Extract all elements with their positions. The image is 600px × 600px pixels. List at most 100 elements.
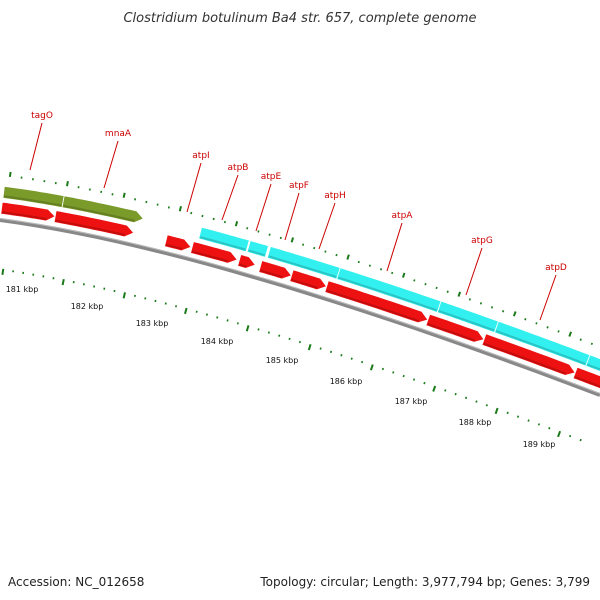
tick-mark-inner xyxy=(557,430,562,438)
feature-shade xyxy=(427,323,476,342)
feature-shade xyxy=(268,255,337,278)
feature-shade xyxy=(4,195,62,207)
tick-mark-inner xyxy=(175,305,178,308)
tick-mark-outer xyxy=(167,206,170,209)
tick-mark-outer xyxy=(401,272,406,278)
gene-leader-atpG xyxy=(465,247,483,296)
tick-mark-inner xyxy=(444,389,447,392)
gene-label-atpG: atpG xyxy=(471,236,493,246)
feature-atpD xyxy=(585,354,600,372)
tick-mark-inner xyxy=(257,328,260,331)
tick-mark-outer xyxy=(468,298,471,301)
tick-mark-inner xyxy=(195,310,198,313)
tick-mark-inner xyxy=(475,400,478,403)
tick-mark-outer xyxy=(302,243,305,246)
kbp-label: 184 kbp xyxy=(201,337,234,346)
tick-mark-outer xyxy=(313,246,316,250)
tick-mark-outer xyxy=(357,260,360,264)
tick-mark-inner xyxy=(506,411,509,415)
feature-shade xyxy=(248,249,266,257)
tick-mark-outer xyxy=(479,302,483,305)
tick-mark-inner xyxy=(154,299,157,303)
genome-backbone xyxy=(0,218,600,397)
feature-shade xyxy=(238,263,247,268)
tick-mark-inner xyxy=(485,404,488,407)
tick-mark-inner xyxy=(216,316,219,319)
tick-mark-inner xyxy=(329,350,333,354)
tick-mark-outer xyxy=(268,233,271,236)
gene-labels: tagO mnaA atpI atpB atpE atpF atpH atpA atpG atpD xyxy=(29,111,567,321)
tick-mark-inner xyxy=(579,438,582,442)
feature-atpI xyxy=(198,226,250,253)
tick-mark-inner xyxy=(226,319,229,322)
tick-mark-outer xyxy=(223,220,226,224)
tick-mark-outer xyxy=(512,311,517,317)
accession-text: Accession: NC_012658 xyxy=(8,575,144,589)
tick-mark-inner xyxy=(245,325,250,332)
tick-mark-outer xyxy=(590,342,593,345)
tick-mark-outer xyxy=(246,227,249,230)
tick-mark-outer xyxy=(8,171,12,178)
gene-label-atpI: atpI xyxy=(192,151,209,161)
feature-shade xyxy=(165,243,183,250)
tick-mark-inner xyxy=(1,268,5,275)
tick-mark-inner xyxy=(402,374,405,378)
gene-label-mnaA: mnaA xyxy=(105,129,132,139)
kbp-label: 182 kbp xyxy=(71,302,104,311)
feature-shade xyxy=(191,250,229,263)
gene-features xyxy=(0,185,600,390)
tick-mark-outer xyxy=(234,221,239,227)
tick-mark-inner xyxy=(205,313,208,316)
gene-leader-atpB xyxy=(221,174,239,221)
tick-mark-outer xyxy=(413,279,416,282)
feature-atpD xyxy=(481,333,576,376)
tick-mark-outer xyxy=(145,200,148,204)
tick-mark-inner xyxy=(464,396,468,400)
feature-atpB xyxy=(246,240,269,258)
feature-shade xyxy=(259,269,283,278)
feature-atpE xyxy=(237,253,256,269)
feature-shade xyxy=(495,330,586,365)
tick-mark-outer xyxy=(502,310,505,313)
tick-mark-inner xyxy=(527,419,530,422)
tick-mark-inner xyxy=(361,360,364,364)
feature-shade xyxy=(438,309,495,332)
kbp-tick-labels: 181 kbp 182 kbp 183 kbp 184 kbp 185 kbp 186 k… xyxy=(6,285,556,449)
feature-atpA xyxy=(324,280,429,324)
tick-mark-outer xyxy=(435,286,438,290)
tick-mark-inner xyxy=(412,378,416,381)
kbp-label: 186 kbp xyxy=(330,377,363,386)
tick-mark-outer xyxy=(524,318,527,321)
tick-mark-outer xyxy=(324,250,327,253)
kbp-label: 185 kbp xyxy=(266,356,299,365)
feature-atpH xyxy=(289,269,328,291)
kbp-label: 181 kbp xyxy=(6,285,39,294)
tick-mark-outer xyxy=(579,338,582,341)
tick-mark-inner xyxy=(267,331,270,334)
tick-mark-inner xyxy=(236,322,239,325)
feature-shade xyxy=(55,219,126,236)
gene-leader-atpE xyxy=(255,183,272,232)
tick-mark-inner xyxy=(548,427,551,430)
tick-mark-inner xyxy=(133,294,136,298)
tick-mark-inner xyxy=(340,354,343,357)
tick-mark-inner xyxy=(298,340,301,344)
tick-mark-inner xyxy=(569,434,572,438)
tick-mark-outer xyxy=(391,271,394,275)
tick-mark-inner xyxy=(278,334,281,337)
tick-mark-inner xyxy=(432,385,437,392)
tick-mark-inner xyxy=(307,344,312,351)
tick-mark-outer xyxy=(546,326,549,329)
tick-mark-inner xyxy=(350,357,353,360)
gene-leader-mnaA xyxy=(103,140,119,189)
tick-mark-outer xyxy=(201,214,204,218)
tick-mark-outer xyxy=(379,268,383,271)
gene-label-tagO: tagO xyxy=(31,111,53,121)
tick-mark-inner xyxy=(516,415,520,418)
kbp-label: 189 kbp xyxy=(523,440,556,449)
tick-mark-inner xyxy=(184,307,188,315)
gene-label-atpH: atpH xyxy=(324,191,346,201)
gene-label-atpA: atpA xyxy=(392,211,414,221)
feature-shade xyxy=(63,204,135,222)
tick-mark-outer xyxy=(66,181,69,187)
